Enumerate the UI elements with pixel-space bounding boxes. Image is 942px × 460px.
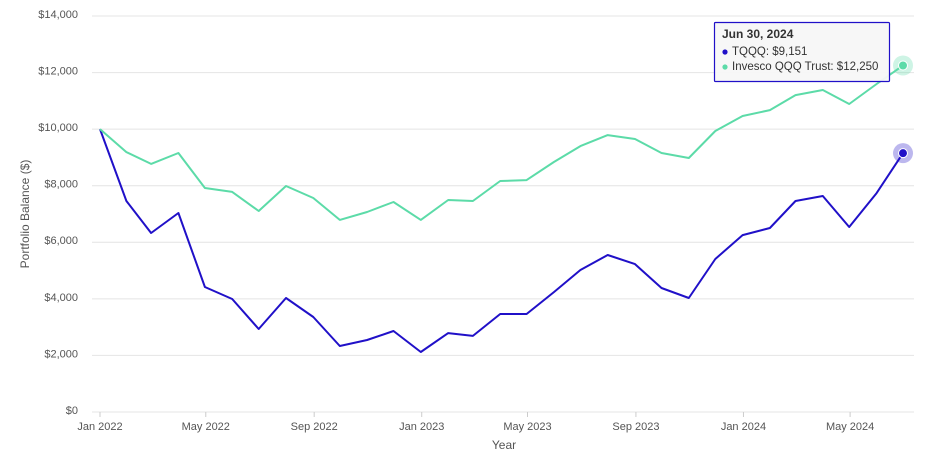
tooltip-dot (722, 49, 728, 55)
tooltip-item: Invesco QQQ Trust: $12,250 (732, 61, 878, 73)
tooltip: Jun 30, 2024 TQQQ: $9,151 Invesco QQQ Trus… (713, 21, 891, 83)
x-tick-label: Jan 2024 (721, 421, 766, 433)
tooltip-dot (722, 64, 728, 70)
series-line (99, 128, 904, 353)
y-tick-label: $6,000 (44, 235, 78, 247)
y-tick-label: $2,000 (44, 348, 78, 360)
x-tick-label: Jan 2023 (399, 421, 444, 433)
tooltip-item: TQQQ: $9,151 (732, 46, 807, 58)
x-tick-label: May 2023 (503, 421, 551, 433)
x-tick-label: May 2022 (182, 421, 230, 433)
tooltip-box (713, 21, 891, 83)
x-tick-label: Jan 2022 (77, 421, 122, 433)
y-tick-label: $0 (66, 405, 78, 417)
x-axis-title: Year (492, 438, 516, 452)
y-tick-label: $14,000 (38, 9, 78, 21)
x-tick-label: May 2024 (826, 421, 874, 433)
y-tick-label: $8,000 (44, 179, 78, 191)
y-tick-label: $12,000 (38, 65, 78, 77)
x-tick-label: Sep 2023 (612, 421, 659, 433)
x-tick-label: Sep 2022 (291, 421, 338, 433)
series-line (99, 64, 904, 221)
y-tick-label: $4,000 (44, 292, 78, 304)
tooltip-title: Jun 30, 2024 (722, 27, 794, 41)
y-tick-label: $10,000 (38, 122, 78, 134)
hover-point (898, 60, 908, 71)
y-axis-title: Portfolio Balance ($) (18, 160, 32, 269)
hover-point (898, 148, 908, 159)
